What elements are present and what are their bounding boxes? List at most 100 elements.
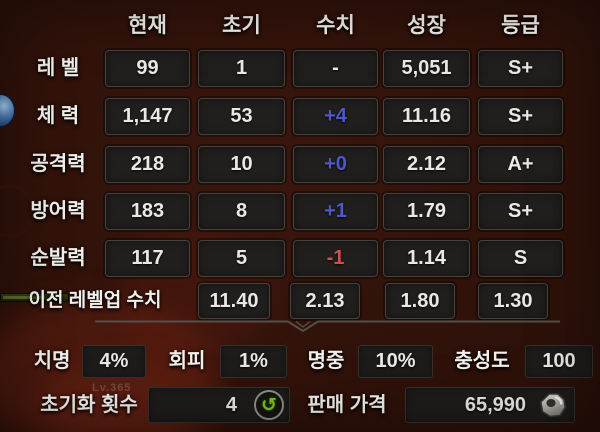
current-value: 218 [130, 153, 165, 175]
prev-levelup-cell: 1.80 [385, 283, 455, 319]
substat-value-cell: 10% [358, 345, 433, 378]
prev-levelup-row: 이전 레벨업 수치 11.40 2.13 1.80 1.30 [0, 283, 600, 319]
initial-value: 5 [235, 247, 248, 269]
initial-value: 10 [230, 153, 253, 175]
modifier-value: +4 [324, 105, 347, 127]
column-header-current: 현재 [128, 14, 167, 37]
grade-value-cell: S+ [478, 98, 563, 135]
column-header-initial: 초기 [222, 14, 261, 37]
modifier-value-cell: - [293, 50, 378, 87]
modifier-value: +0 [324, 153, 347, 175]
grade-value: A+ [507, 153, 534, 175]
prev-levelup-cell: 11.40 [198, 283, 270, 319]
initial-value-cell: 8 [198, 193, 285, 230]
background-level-text: Lv.365 [92, 382, 132, 394]
sale-price-cell: 65,990 [405, 387, 575, 423]
growth-value: 1.14 [407, 247, 446, 269]
stat-row-attack: 공격력 218 10 +0 2.12 A+ [0, 146, 600, 183]
growth-value: 2.12 [407, 153, 446, 175]
initial-value-cell: 10 [198, 146, 285, 183]
initial-value-cell: 5 [198, 240, 285, 277]
grade-value-cell: S [478, 240, 563, 277]
growth-value-cell: 1.79 [383, 193, 470, 230]
growth-value: 11.16 [402, 105, 451, 127]
current-value-cell: 117 [105, 240, 190, 277]
initial-value: 8 [235, 200, 248, 222]
modifier-value-cell: +4 [293, 98, 378, 135]
stat-row-label: 순발력 [30, 247, 86, 269]
growth-value-cell: 11.16 [383, 98, 470, 135]
grade-value: S+ [507, 105, 534, 127]
stat-row-hp: 체 력 1,147 53 +4 11.16 S+ [0, 98, 600, 135]
prev-levelup-cell: 2.13 [290, 283, 360, 319]
substat-value: 4% [99, 350, 129, 372]
prev-levelup-value: 1.30 [493, 289, 533, 312]
modifier-value-cell: -1 [293, 240, 378, 277]
background-exp-bar [0, 293, 69, 302]
initial-value: 1 [235, 57, 248, 79]
substat-label-accuracy: 명중 [307, 350, 345, 372]
grade-value: S+ [507, 57, 534, 79]
current-value: 183 [130, 200, 165, 222]
growth-value: 5,051 [401, 57, 452, 79]
grade-value: S+ [507, 200, 534, 222]
growth-value-cell: 5,051 [383, 50, 470, 87]
substat-row: 치명 4% 회피 1% 명중 10% 충성도 100 [0, 345, 600, 378]
grade-value-cell: A+ [478, 146, 563, 183]
prev-levelup-value: 1.80 [400, 289, 440, 312]
stat-row-label: 공격력 [30, 153, 86, 175]
growth-value: 1.79 [407, 200, 446, 222]
background-ring-decoration [0, 184, 36, 238]
modifier-value: +1 [324, 200, 347, 222]
column-header-growth: 성장 [407, 14, 446, 37]
stat-row-defense: 방어력 183 8 +1 1.79 S+ [0, 193, 600, 230]
stat-row-label: 체 력 [36, 105, 80, 127]
modifier-value-cell: +1 [293, 193, 378, 230]
reset-count-value: 4 [225, 393, 237, 416]
initial-value: 53 [230, 105, 253, 127]
sale-price-label: 판매 가격 [307, 394, 387, 416]
refresh-arrows-icon[interactable]: ↺ [254, 390, 284, 420]
reset-count-label: 초기화 횟수 [40, 394, 138, 416]
current-value: 99 [136, 57, 159, 79]
stat-row-label: 방어력 [30, 200, 86, 222]
stat-row-agility: 순발력 117 5 -1 1.14 S [0, 240, 600, 277]
substat-value-cell: 4% [82, 345, 146, 378]
current-value: 117 [131, 247, 164, 269]
modifier-value-cell: +0 [293, 146, 378, 183]
column-header-modifier: 수치 [316, 14, 355, 37]
growth-value-cell: 2.12 [383, 146, 470, 183]
substat-label-crit: 치명 [33, 350, 71, 372]
silver-coin-icon [540, 392, 567, 417]
substat-value: 100 [542, 350, 576, 372]
table-header-row: 현재 초기 수치 성장 등급 [0, 13, 600, 39]
column-header-grade: 등급 [501, 14, 540, 37]
substat-value: 10% [375, 350, 416, 372]
current-value-cell: 218 [105, 146, 190, 183]
prev-levelup-value: 2.13 [305, 289, 345, 312]
reset-count-cell: 4 ↺ [148, 387, 290, 423]
section-divider [95, 320, 560, 333]
substat-value: 1% [239, 350, 268, 372]
prev-levelup-value: 11.40 [209, 289, 259, 312]
modifier-value: - [332, 57, 339, 79]
substat-label-evade: 회피 [168, 350, 206, 372]
prev-levelup-label: 이전 레벨업 수치 [28, 290, 162, 311]
current-value-cell: 99 [105, 50, 190, 87]
grade-value-cell: S+ [478, 193, 563, 230]
substat-label-loyalty: 충성도 [454, 350, 510, 372]
chevron-down-icon [287, 320, 319, 333]
initial-value-cell: 1 [198, 50, 285, 87]
current-value-cell: 183 [105, 193, 190, 230]
grade-value: S [513, 247, 528, 269]
growth-value-cell: 1.14 [383, 240, 470, 277]
stat-row-label: 레 벨 [36, 57, 80, 79]
current-value: 1,147 [122, 105, 173, 127]
modifier-value: -1 [326, 247, 345, 269]
stat-row-level: 레 벨 99 1 - 5,051 S+ [0, 50, 600, 87]
substat-value-cell: 100 [525, 345, 593, 378]
initial-value-cell: 53 [198, 98, 285, 135]
footer-row: 초기화 횟수 4 ↺ 판매 가격 65,990 [0, 387, 600, 423]
current-value-cell: 1,147 [105, 98, 190, 135]
